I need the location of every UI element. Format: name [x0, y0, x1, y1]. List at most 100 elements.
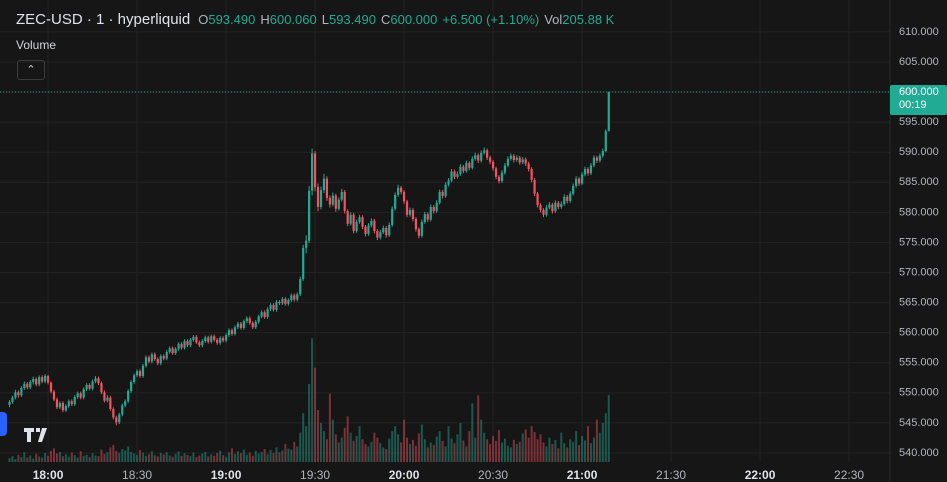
legend-value: 593.490 [208, 12, 256, 27]
volume-bar [319, 422, 322, 462]
countdown: 00:19 [899, 99, 927, 111]
logo[interactable] [22, 425, 52, 445]
candle-body [465, 163, 468, 171]
candle-body [115, 417, 118, 423]
volume-bar [527, 437, 530, 462]
candle-body [64, 406, 67, 411]
y-tick-label: 565.000 [899, 296, 939, 308]
candle-body [560, 203, 563, 207]
candle-body [521, 159, 524, 163]
candle-body [112, 409, 115, 418]
volume-bar [85, 454, 88, 462]
volume-bar [222, 455, 225, 462]
y-tick-label: 580.000 [899, 206, 939, 218]
candle-body [334, 195, 337, 209]
candle-body [388, 224, 391, 236]
candle-body [263, 312, 266, 318]
volume-bar [548, 437, 551, 462]
volume-bar [314, 367, 317, 462]
collapse-button[interactable]: ⌃ [17, 60, 45, 80]
volume-bar [73, 455, 76, 462]
candle-body [346, 211, 349, 224]
candle-body [474, 155, 477, 159]
candle-body [331, 195, 334, 205]
volume-bar [64, 454, 67, 462]
volume-bar [477, 395, 480, 462]
volume-bar [130, 451, 133, 462]
candle-body [399, 187, 403, 192]
volume-bar [420, 424, 423, 462]
candle-body [441, 191, 444, 197]
volume-bar [340, 437, 343, 462]
volume-bar [159, 452, 162, 462]
candle-body [103, 392, 106, 401]
volume-bar [245, 454, 248, 462]
candle-body [512, 155, 515, 161]
volume-bar [112, 445, 115, 462]
candle-body [554, 202, 557, 212]
volume-bar [388, 438, 391, 462]
x-tick-label: 19:00 [211, 468, 242, 482]
volume-bar [545, 446, 548, 462]
candle-body [340, 191, 343, 200]
candle-body [607, 92, 610, 132]
volume-bar [506, 445, 509, 462]
volume-bar [604, 413, 607, 462]
x-tick-label: 21:00 [567, 468, 598, 482]
candle-body [135, 371, 139, 376]
candle-body [586, 169, 590, 174]
volume-bar [79, 451, 82, 462]
volume-bar [489, 444, 492, 462]
volume-bar [141, 452, 144, 462]
volume-bar [495, 440, 498, 462]
volume-bar [219, 450, 222, 462]
volume-bar [349, 432, 352, 462]
volume-bar [94, 455, 97, 462]
volume-bar [58, 451, 61, 462]
candle-body [293, 295, 296, 300]
volume-bar [23, 452, 26, 462]
candle-body [337, 199, 340, 209]
candle-body [349, 214, 352, 224]
candle-body [210, 336, 213, 342]
candle-body [402, 191, 406, 202]
volume-bar [453, 443, 456, 462]
x-tick-label: 19:30 [300, 468, 330, 482]
candle-body [29, 381, 32, 388]
candle-body [79, 393, 82, 398]
volume-bar [397, 434, 400, 462]
legend-key: L [321, 12, 329, 27]
volume-bar [29, 455, 32, 462]
candle-body [580, 174, 584, 184]
candle-body [121, 405, 124, 415]
volume-bar [607, 395, 610, 462]
volume-bar [91, 453, 94, 462]
legend-value: 205.88 K [562, 12, 615, 27]
candle-body [58, 403, 62, 408]
candle-body [459, 166, 462, 174]
side-tab[interactable] [0, 412, 7, 436]
candle-body [385, 227, 388, 236]
candle-body [239, 323, 242, 328]
candle-body [189, 339, 192, 346]
volume-bar [177, 451, 180, 462]
volume-bar [468, 431, 471, 462]
candle-body [76, 393, 79, 398]
candle-body [233, 327, 237, 334]
legend-key: O [198, 12, 209, 27]
volume-bar [147, 454, 150, 462]
volume-bar [325, 439, 328, 462]
volume-bar [299, 432, 302, 462]
candle-body [177, 344, 180, 349]
candle-body [14, 392, 17, 398]
candle-body [575, 178, 578, 186]
volume-bar [50, 450, 53, 462]
volume-bar [581, 435, 584, 462]
volume-bar [539, 434, 542, 462]
x-tick-label: 18:30 [122, 468, 152, 482]
volume-bar [429, 442, 432, 462]
candle-body [296, 294, 299, 300]
candle-body [426, 214, 429, 220]
volume-bar [284, 444, 287, 462]
candle-body [43, 375, 47, 382]
